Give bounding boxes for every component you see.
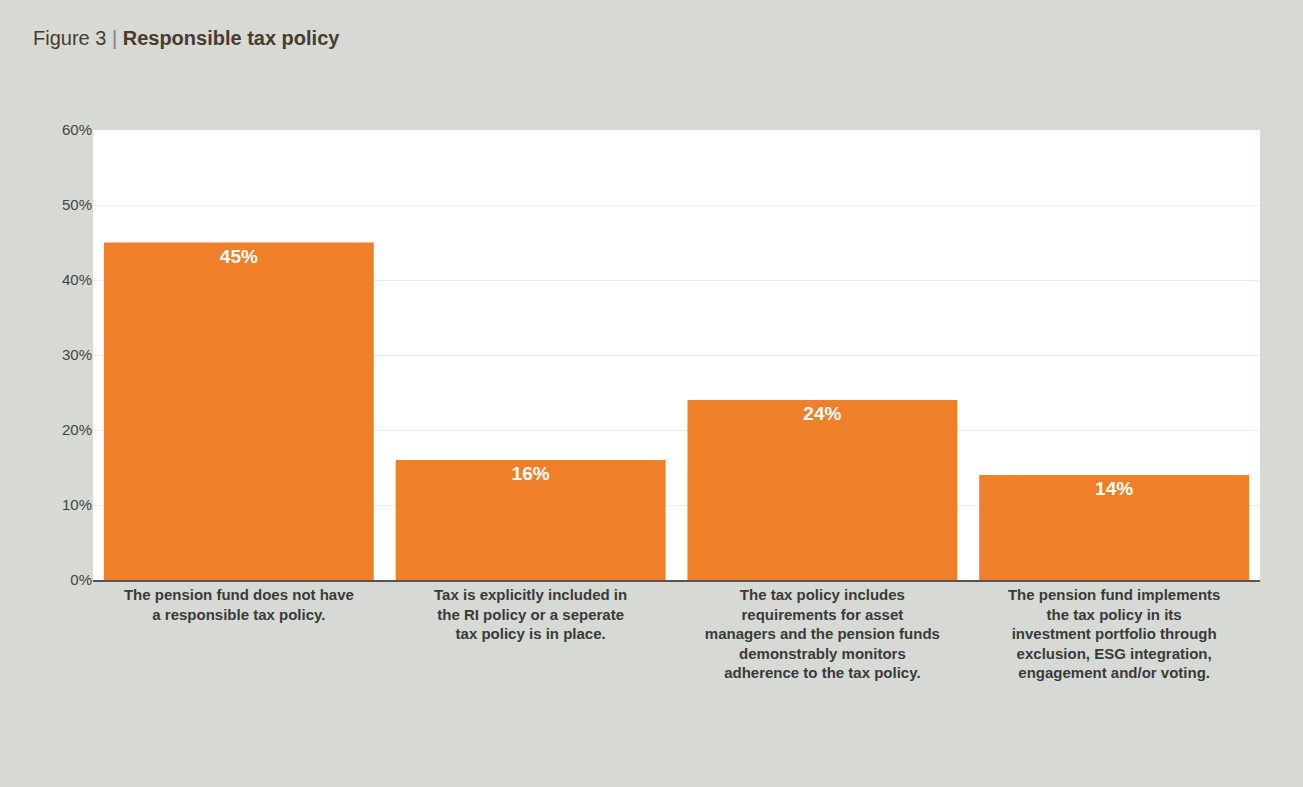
svg-text:60%: 60% [62, 121, 92, 138]
svg-text:20%: 20% [62, 421, 92, 438]
svg-text:24%: 24% [803, 403, 841, 424]
svg-text:0%: 0% [70, 571, 92, 588]
svg-text:16%: 16% [512, 463, 550, 484]
svg-text:10%: 10% [62, 496, 92, 513]
svg-text:14%: 14% [1095, 478, 1133, 499]
svg-text:Figure 3 | Responsible tax pol: Figure 3 | Responsible tax policy [33, 27, 340, 49]
svg-text:50%: 50% [62, 196, 92, 213]
svg-text:The pension fund does not have: The pension fund does not havea responsi… [124, 586, 354, 623]
svg-text:Tax is explicitly included int: Tax is explicitly included inthe RI poli… [434, 586, 627, 642]
svg-text:30%: 30% [62, 346, 92, 363]
svg-text:45%: 45% [220, 246, 258, 267]
svg-text:40%: 40% [62, 271, 92, 288]
svg-text:The pension fund implementsthe: The pension fund implementsthe tax polic… [1008, 586, 1221, 681]
svg-text:The tax policy includesrequire: The tax policy includesrequirements for … [705, 586, 940, 681]
